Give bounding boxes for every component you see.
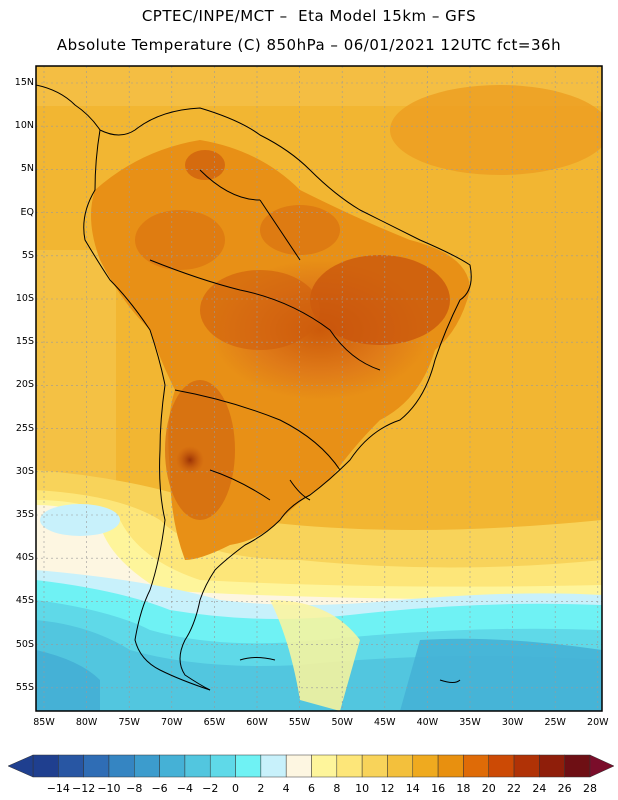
latitude-label: EQ — [20, 206, 34, 218]
longitude-label: 50W — [331, 717, 353, 728]
colorbar-tick-label: 14 — [405, 782, 420, 795]
colorbar-swatch — [83, 754, 110, 778]
colorbar-swatch — [412, 754, 439, 778]
colorbar-swatch — [564, 754, 591, 778]
latitude-label: 5N — [20, 163, 34, 175]
colorbar-tick-label: 20 — [481, 782, 496, 795]
chart-title-line1: CPTEC/INPE/MCT – Eta Model 15km – GFS — [141, 7, 477, 25]
latitude-label: 45S — [15, 595, 34, 607]
longitude-label: 25W — [544, 717, 566, 728]
colorbar-tick-label: 28 — [583, 782, 597, 795]
colorbar-swatch — [387, 754, 414, 778]
colorbar-tick-label: 16 — [431, 782, 446, 795]
colorbar-tick-label: −4 — [176, 782, 194, 795]
colorbar-tick-label: 10 — [355, 782, 370, 795]
colorbar-swatch — [32, 754, 59, 778]
longitude-label: 40W — [416, 717, 439, 728]
colorbar-tick-label: −10 — [97, 782, 121, 795]
colorbar-swatch — [311, 754, 338, 778]
latitude-label: 15S — [15, 336, 34, 348]
longitude-label: 45W — [374, 717, 396, 728]
latitude-label: 10N — [14, 120, 34, 132]
grid-lines — [36, 66, 602, 711]
colorbar-tick-label: 4 — [282, 782, 290, 795]
longitude-label: 85W — [33, 717, 55, 728]
latitude-label: 15N — [14, 77, 34, 88]
colorbar-tick-label: −12 — [72, 782, 96, 795]
colorbar-swatch — [361, 754, 388, 778]
colorbar-swatch — [513, 754, 540, 778]
longitude-label: 35W — [459, 717, 481, 728]
colorbar-tick-label: 18 — [456, 782, 471, 795]
colorbar-under-arrow — [7, 754, 34, 778]
colorbar-swatch — [260, 754, 287, 778]
longitude-label: 30W — [501, 717, 524, 728]
colorbar-tick-label: −14 — [46, 782, 70, 795]
colorbar-tick-label: 0 — [232, 782, 240, 795]
colorbar-swatch — [463, 754, 489, 778]
chart-title-line2: Absolute Temperature (C) 850hPa – 06/01/… — [56, 36, 562, 54]
colorbar-tick-label: −8 — [126, 782, 143, 795]
longitude-label: 65W — [203, 717, 226, 728]
colorbar-swatch — [285, 754, 312, 778]
colorbar-over-arrow — [589, 754, 615, 778]
colorbar-swatch — [336, 754, 363, 778]
latitude-label: 40S — [15, 552, 34, 564]
latitude-label: 5S — [21, 249, 34, 261]
coastlines — [36, 84, 472, 691]
colorbar-tick-label: −6 — [151, 782, 168, 795]
latitude-label: 25S — [15, 422, 34, 434]
latitude-label: 10S — [15, 293, 34, 304]
map-border — [35, 65, 603, 712]
colorbar-swatch — [184, 754, 211, 778]
colorbar-swatch — [488, 754, 515, 778]
latitude-label: 30S — [15, 465, 34, 477]
colorbar-swatch — [108, 754, 135, 778]
latitude-label: 55S — [15, 681, 34, 693]
latitude-label: 20S — [15, 379, 34, 391]
colorbar-tick-label: 22 — [507, 782, 522, 795]
colorbar-tick-label: 6 — [308, 782, 315, 795]
colorbar-swatch — [159, 754, 186, 778]
longitude-label: 75W — [118, 717, 140, 728]
colorbar-swatch — [209, 754, 236, 778]
colorbar-tick-label: 12 — [380, 782, 395, 795]
longitude-label: 80W — [75, 717, 98, 728]
colorbar-swatch — [134, 754, 160, 778]
longitude-label: 55W — [288, 717, 311, 728]
colorbar-tick-label: 26 — [557, 782, 572, 795]
latitude-label: 35S — [15, 509, 34, 520]
colorbar-tick-label: 8 — [333, 782, 341, 795]
colorbar-tick-label: 24 — [532, 782, 547, 795]
colorbar-swatch — [58, 754, 84, 778]
colorbar-swatch — [539, 754, 565, 778]
temperature-field — [36, 66, 602, 711]
longitude-label: 60W — [246, 717, 268, 728]
longitude-label: 70W — [161, 717, 183, 728]
colorbar-tick-label: 2 — [257, 782, 265, 795]
colorbar-swatch — [437, 754, 464, 778]
longitude-label: 20W — [587, 717, 609, 728]
colorbar — [7, 754, 615, 778]
colorbar-tick-label: −2 — [202, 782, 219, 795]
latitude-label: 50S — [15, 638, 34, 650]
colorbar-swatch — [235, 754, 262, 778]
